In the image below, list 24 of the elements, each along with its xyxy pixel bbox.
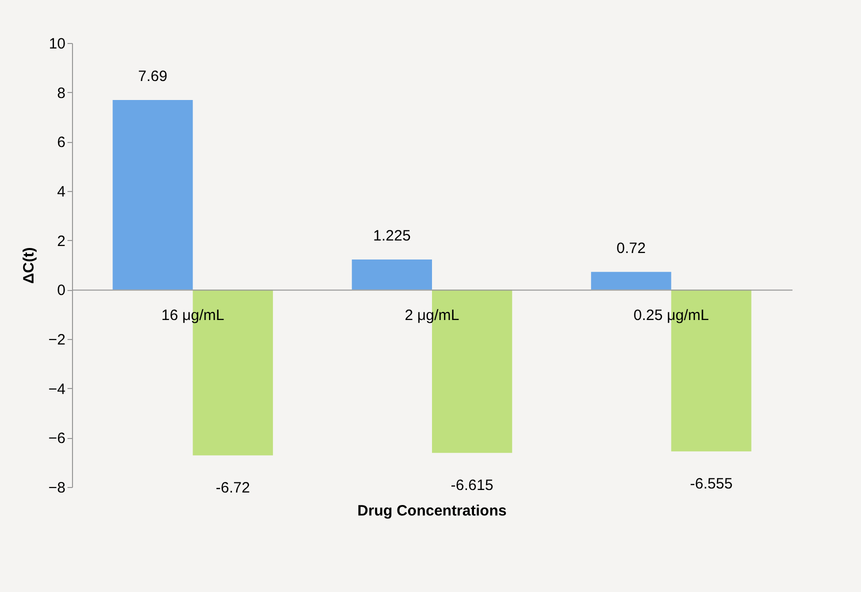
y-tick-label: −6 xyxy=(48,430,66,448)
data-label: 1.225 xyxy=(373,227,411,244)
x-tick-label: 2 μg/mL xyxy=(404,307,460,324)
bar xyxy=(591,272,672,290)
y-tick-label: −4 xyxy=(48,380,66,398)
data-label: -6.615 xyxy=(450,476,494,494)
bar xyxy=(112,100,193,290)
y-tick-label: 10 xyxy=(48,36,66,52)
data-label: -6.555 xyxy=(690,475,733,492)
data-label: -6.72 xyxy=(216,479,250,496)
x-tick-label: 16 μg/mL xyxy=(161,307,224,324)
x-axis-title: Drug Concentrations xyxy=(357,502,507,520)
bar xyxy=(352,259,432,290)
data-label: 7.69 xyxy=(138,68,168,85)
y-tick-label: 4 xyxy=(57,184,66,200)
data-label: 0.72 xyxy=(616,240,646,257)
y-tick-label: 8 xyxy=(57,84,66,102)
y-axis-title: ΔC(t) xyxy=(20,247,38,284)
y-tick-label: −8 xyxy=(48,480,66,496)
y-tick-label: 2 xyxy=(57,232,66,250)
y-tick-label: 6 xyxy=(57,134,66,152)
y-tick-label: 0 xyxy=(57,282,66,300)
x-tick-label: 0.25 μg/mL xyxy=(634,307,709,324)
y-tick-label: −2 xyxy=(48,332,66,348)
